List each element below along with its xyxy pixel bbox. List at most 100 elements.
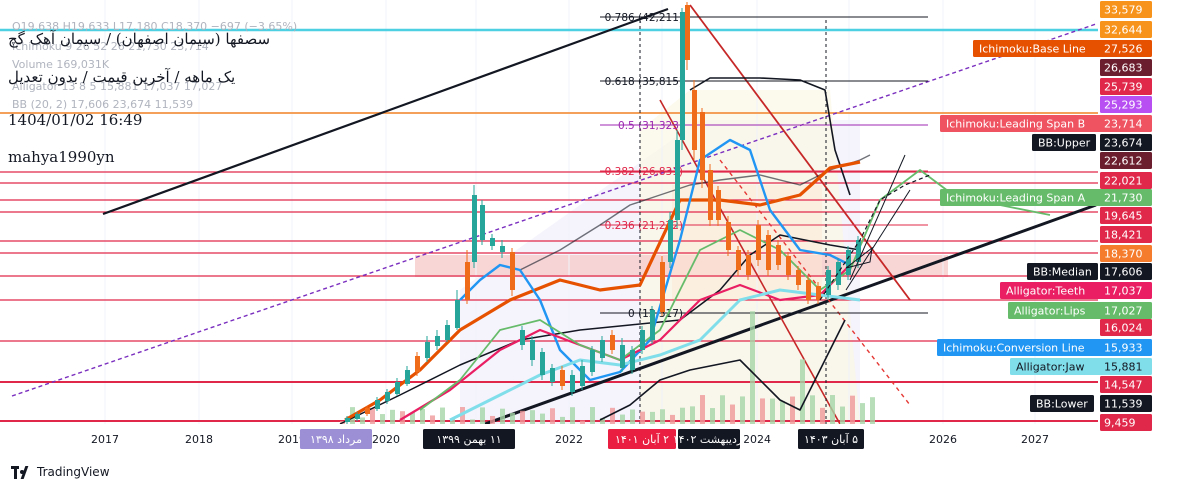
candle-body [786,256,791,275]
horizontal-levels [0,28,1098,422]
candle-body [796,270,801,285]
price-tag-text: 9,459 [1104,417,1136,430]
candle-body [560,370,565,386]
candle-body [630,350,635,370]
price-tag [1100,245,1152,262]
price-tag-text: 15,881 [1104,361,1143,374]
price-tag-text: 25,293 [1104,99,1143,112]
volume-bar [730,404,735,424]
candle-body [660,262,665,312]
fib-level-label: 0.236 (21,272) [605,220,683,232]
candle-body [490,238,495,246]
time-marker-badge [608,429,676,449]
author-name: mahya1990yn [8,148,115,166]
candle-body [445,325,450,340]
price-tag [1100,172,1152,189]
indicator-name-tag [1032,134,1096,151]
candle-body [520,330,525,345]
price-tag [1100,78,1152,95]
volume-bar [500,408,505,424]
volume-bar [660,409,665,424]
x-tick-label: 2026 [929,433,957,446]
projection-arrow [845,246,873,269]
price-tag-text: 22,612 [1104,155,1143,168]
price-tag [1100,207,1152,224]
candle-body [550,368,555,382]
volume-bar [470,419,475,424]
price-tag-text: 25,739 [1104,81,1143,94]
ichimoku-base-line [344,160,861,422]
price-tag-text: 22,021 [1104,175,1143,188]
candle-body [455,300,460,328]
indicator-name-text: BB:Upper [1038,137,1091,150]
candle-body [345,418,350,422]
tradingview-brand: TradingView [37,465,110,479]
candle-body [806,280,811,300]
price-tag [1100,134,1152,151]
volume-bar [870,397,875,424]
volume-bar [640,411,645,424]
candle-body [365,408,370,414]
price-tag [1100,1,1152,18]
time-marker-badge [423,429,515,449]
indicator-name-text: Alligator:Jaw [1016,361,1084,374]
time-marker-label: اردیبهشت ۱۴۰۲ [673,433,745,446]
candle-body [375,400,380,409]
x-tick-label: 2018 [185,433,213,446]
symbol-title: سصفها (سیمان اصفهان) / سیمان آهک گچ [8,30,271,48]
volume-bar [720,395,725,424]
candle-body [530,340,535,360]
candle-body [472,195,477,262]
trend-drawings [819,154,931,301]
projection-ray [849,154,906,281]
price-tag-text: 17,606 [1104,266,1143,279]
volume-bar [490,415,495,424]
resistance-dash-line [719,159,911,406]
volume-bar [860,403,865,424]
candle-body [826,270,831,295]
volume-bar [520,410,525,424]
volume-bar [390,409,395,424]
candle-body [355,414,360,419]
price-tag [1100,339,1152,356]
candlesticks [345,2,861,424]
volume-bar [600,417,605,424]
projection-ray [845,189,911,291]
volume-bar [410,412,415,424]
fib-level-label: 0.382 (26,831) [605,166,683,178]
indicator-name-tag [940,115,1102,132]
fib-level-label: 0.618 (35,815) [605,76,683,88]
volume-bar [700,395,705,424]
candle-body [510,252,515,290]
time-marker-label: ۱۱ بهمن ۱۳۹۹ [436,433,501,446]
volume-bar [840,406,845,424]
indicator-name-tag [973,40,1102,57]
indicator-name-tag [940,189,1102,206]
time-marker-label: مرداد ۱۳۹۸ [310,433,362,446]
candle-body [415,356,420,372]
volume-bar [530,410,535,424]
tradingview-logo[interactable]: TradingView [11,465,110,479]
candle-body [570,375,575,392]
price-tag [1100,319,1152,336]
volume-bar [590,407,595,424]
candle-body [425,342,430,358]
volume-bar [820,407,825,424]
price-tag-text: 23,714 [1104,118,1143,131]
volume-bar [760,398,765,424]
volume-bar [620,414,625,424]
candle-body [500,246,505,252]
price-tag [1100,414,1152,431]
volume-bar [670,414,675,424]
time-marker-label: ۲ آبان ۱۴۰۱ [615,432,669,446]
time-axis[interactable]: 2017201820192020202120222023202420252026… [0,424,1098,456]
candle-body [756,225,761,260]
fib-level-label: 0.5 (31,323) [618,120,683,132]
channel-mid-line [11,23,1097,397]
time-marker-badge [678,429,740,449]
indicator-name-tag [1027,263,1098,280]
candle-body [395,382,400,394]
price-axis[interactable]: 33,579 32,644 Ichimoku:Base Line 27,526 26,6… [937,0,1187,431]
tradingview-icon [11,465,31,479]
